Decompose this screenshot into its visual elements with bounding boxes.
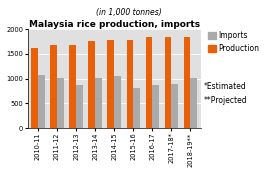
Bar [190,78,197,128]
Title: Malaysia rice production, imports: Malaysia rice production, imports [29,20,200,29]
Text: *Estimated: *Estimated [204,82,247,91]
Legend: Imports, Production: Imports, Production [208,31,260,53]
Bar [95,78,102,128]
Bar [31,48,38,128]
Bar [114,76,121,128]
Bar [108,40,114,128]
Text: **Projected: **Projected [204,96,248,105]
Text: (in 1,000 tonnes): (in 1,000 tonnes) [96,8,162,17]
Bar [50,45,57,128]
Bar [171,84,178,128]
Bar [38,75,45,128]
Bar [145,37,152,128]
Bar [164,37,171,128]
Bar [89,41,95,128]
Bar [152,85,159,128]
Bar [69,45,76,128]
Bar [133,88,140,128]
Bar [76,85,83,128]
Bar [126,40,133,128]
Bar [184,37,190,128]
Bar [57,78,64,128]
